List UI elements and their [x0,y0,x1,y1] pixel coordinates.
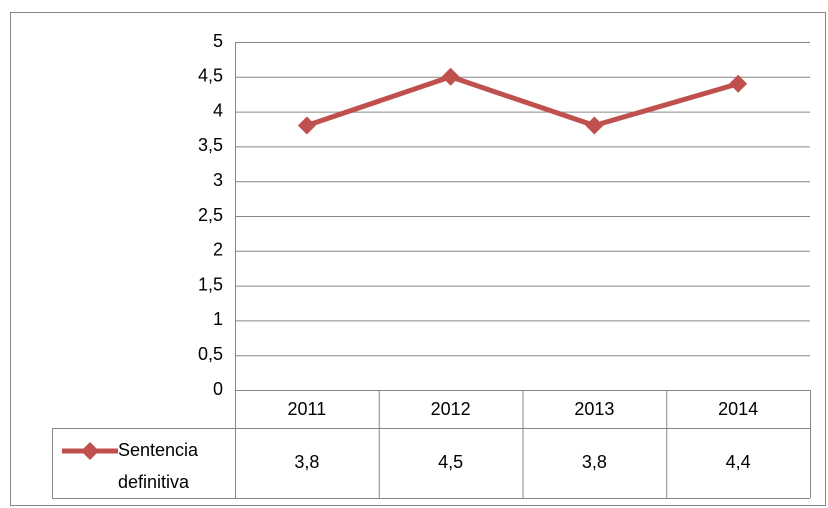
y-tick-label: 0,5 [198,344,223,364]
legend-marker [81,442,99,460]
y-tick-label: 3,5 [198,135,223,155]
legend-label: Sentencia definitiva [118,440,199,492]
data-marker [585,116,604,135]
chart-border [10,12,826,506]
y-tick-label: 1 [213,309,223,329]
x-tick-label: 2011 [288,399,327,419]
y-tick-label: 2 [213,240,223,260]
data-marker [441,67,460,86]
data-marker [729,74,748,93]
table-value: 4,4 [726,452,751,472]
y-tick-label: 3 [213,170,223,190]
y-tick-label: 0 [213,379,223,399]
table-value: 3,8 [294,452,319,472]
y-tick-label: 4,5 [198,66,223,86]
x-tick-label: 2012 [431,399,471,419]
legend-label-box: Sentencia definitiva [118,440,199,492]
table-value: 4,5 [438,452,463,472]
data-marker [297,116,316,135]
y-tick-label: 2,5 [198,205,223,225]
y-tick-label: 5 [213,31,223,51]
x-tick-label: 2013 [574,399,614,419]
x-tick-label: 2014 [718,399,758,419]
y-tick-label: 4 [213,100,223,120]
y-tick-label: 1,5 [198,274,223,294]
table-value: 3,8 [582,452,607,472]
series-line [306,74,739,129]
